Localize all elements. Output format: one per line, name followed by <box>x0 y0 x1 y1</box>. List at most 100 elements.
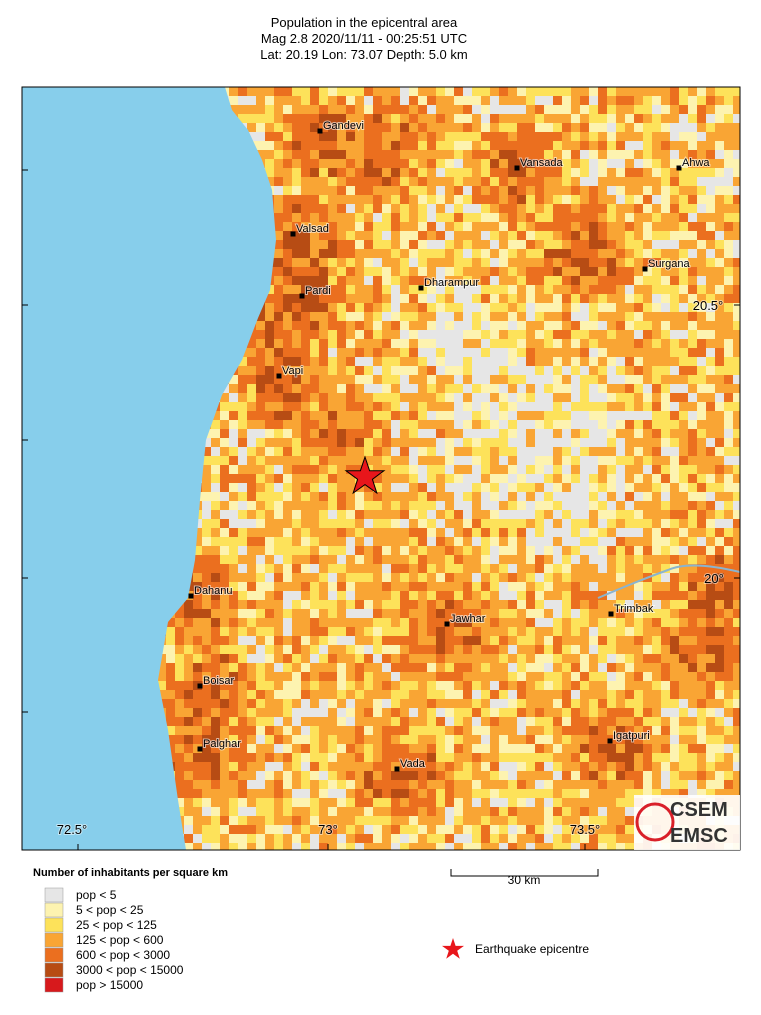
raster-cell <box>301 114 310 123</box>
raster-cell <box>256 321 265 330</box>
raster-cell <box>445 294 454 303</box>
raster-cell <box>409 375 418 384</box>
raster-cell <box>661 186 670 195</box>
raster-cell <box>481 168 490 177</box>
raster-cell <box>202 582 211 591</box>
raster-cell <box>715 573 724 582</box>
raster-cell <box>688 348 697 357</box>
raster-cell <box>535 105 544 114</box>
raster-cell <box>598 474 607 483</box>
raster-cell <box>409 339 418 348</box>
raster-cell <box>706 222 715 231</box>
raster-cell <box>715 357 724 366</box>
raster-cell <box>733 312 740 321</box>
raster-cell <box>373 438 382 447</box>
raster-cell <box>292 222 301 231</box>
raster-cell <box>706 141 715 150</box>
raster-cell <box>535 564 544 573</box>
raster-cell <box>670 87 679 96</box>
raster-cell <box>715 411 724 420</box>
raster-cell <box>535 528 544 537</box>
raster-cell <box>562 393 571 402</box>
raster-cell <box>625 474 634 483</box>
raster-cell <box>346 384 355 393</box>
raster-cell <box>274 375 283 384</box>
raster-cell <box>634 411 643 420</box>
raster-cell <box>580 258 589 267</box>
raster-cell <box>256 312 265 321</box>
raster-cell <box>490 573 499 582</box>
raster-cell <box>526 321 535 330</box>
raster-cell <box>661 240 670 249</box>
raster-cell <box>526 294 535 303</box>
raster-cell <box>319 222 328 231</box>
raster-cell <box>679 222 688 231</box>
raster-cell <box>580 357 589 366</box>
raster-cell <box>229 393 238 402</box>
raster-cell <box>571 294 580 303</box>
raster-cell <box>643 510 652 519</box>
raster-cell <box>571 447 580 456</box>
raster-cell <box>643 204 652 213</box>
raster-cell <box>373 204 382 213</box>
raster-cell <box>391 186 400 195</box>
raster-cell <box>508 195 517 204</box>
raster-cell <box>661 519 670 528</box>
raster-cell <box>508 375 517 384</box>
raster-cell <box>679 294 688 303</box>
raster-cell <box>247 510 256 519</box>
raster-cell <box>499 555 508 564</box>
raster-cell <box>454 267 463 276</box>
raster-cell <box>589 483 598 492</box>
raster-cell <box>382 87 391 96</box>
raster-cell <box>625 438 634 447</box>
raster-cell <box>301 474 310 483</box>
raster-cell <box>733 393 740 402</box>
raster-cell <box>706 357 715 366</box>
raster-cell <box>634 384 643 393</box>
raster-cell <box>445 519 454 528</box>
raster-cell <box>301 195 310 204</box>
raster-cell <box>571 114 580 123</box>
raster-cell <box>472 393 481 402</box>
raster-cell <box>553 87 562 96</box>
raster-cell <box>652 132 661 141</box>
raster-cell <box>436 573 445 582</box>
raster-cell <box>319 132 328 141</box>
raster-cell <box>535 321 544 330</box>
raster-cell <box>454 177 463 186</box>
raster-cell <box>598 321 607 330</box>
raster-cell <box>589 348 598 357</box>
raster-cell <box>211 537 220 546</box>
raster-cell <box>562 312 571 321</box>
raster-cell <box>229 384 238 393</box>
raster-cell <box>301 222 310 231</box>
raster-cell <box>202 465 211 474</box>
raster-cell <box>355 519 364 528</box>
raster-cell <box>364 258 373 267</box>
raster-cell <box>265 384 274 393</box>
raster-cell <box>571 627 580 636</box>
raster-cell <box>562 177 571 186</box>
raster-cell <box>436 564 445 573</box>
raster-cell <box>256 600 265 609</box>
raster-cell <box>715 285 724 294</box>
raster-cell <box>535 276 544 285</box>
raster-cell <box>292 564 301 573</box>
raster-cell <box>328 87 337 96</box>
raster-cell <box>715 96 724 105</box>
raster-cell <box>292 123 301 132</box>
raster-cell <box>490 159 499 168</box>
raster-cell <box>247 582 256 591</box>
raster-cell <box>409 546 418 555</box>
raster-cell <box>436 600 445 609</box>
raster-cell <box>427 564 436 573</box>
raster-cell <box>319 204 328 213</box>
raster-cell <box>553 321 562 330</box>
raster-cell <box>724 510 733 519</box>
raster-cell <box>454 492 463 501</box>
raster-cell <box>364 303 373 312</box>
raster-cell <box>598 177 607 186</box>
raster-cell <box>418 411 427 420</box>
raster-cell <box>607 546 616 555</box>
